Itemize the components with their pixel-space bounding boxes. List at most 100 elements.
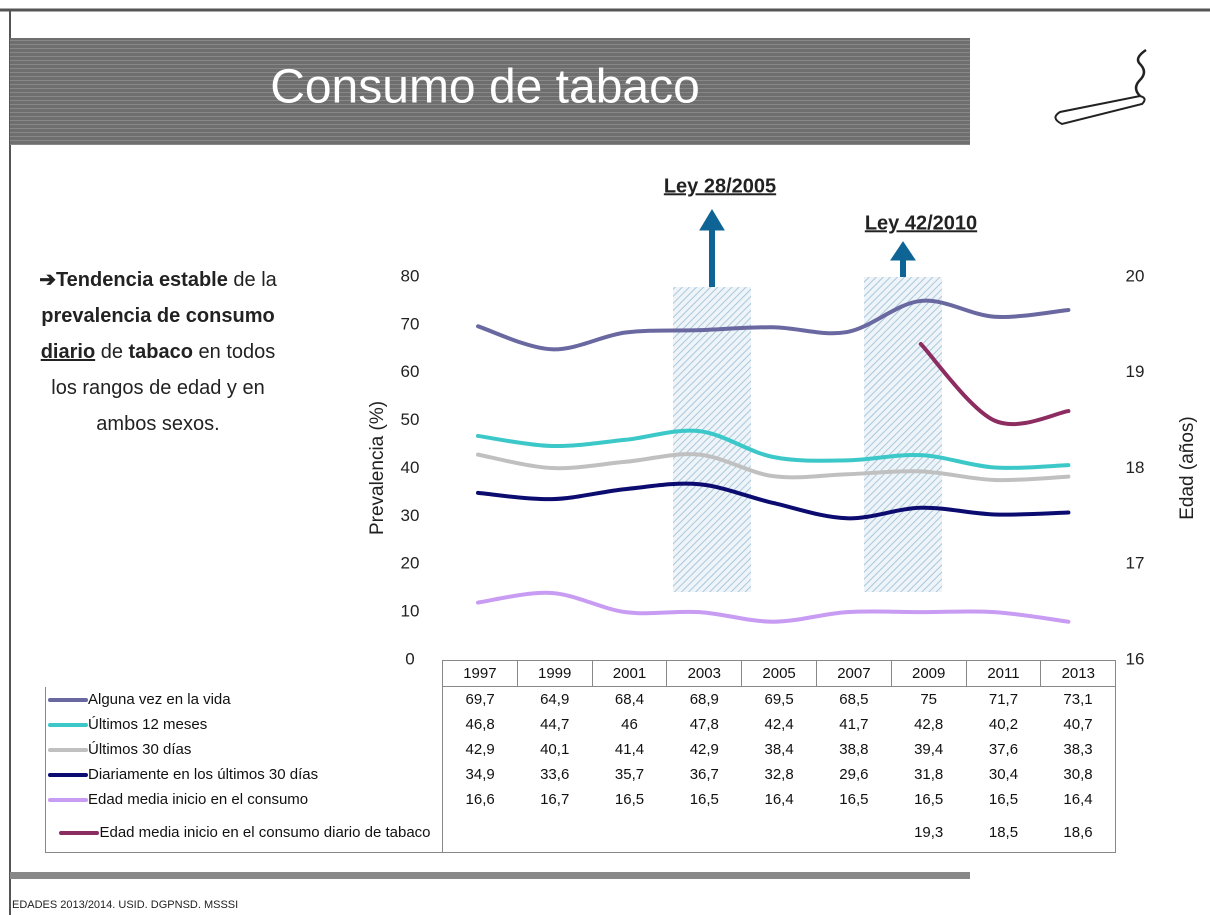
side-text-part: diario xyxy=(41,341,95,363)
y-tick-label: 60 xyxy=(401,362,420,381)
legend-entry: Edad media inicio en el consumo diario d… xyxy=(46,812,443,853)
table-cell: 16,7 xyxy=(517,787,592,812)
legend-entry: Diariamente en los últimos 30 días xyxy=(46,762,443,787)
y2-tick-label: 17 xyxy=(1126,554,1145,573)
series-line xyxy=(478,593,1068,622)
data-label: 44,7 xyxy=(540,716,569,733)
data-label: 69,5 xyxy=(764,691,793,708)
series-line xyxy=(478,301,1068,350)
footer-bar xyxy=(10,872,970,879)
legend-swatch xyxy=(48,723,88,727)
y2-tick-label: 16 xyxy=(1126,649,1145,668)
table-cell: 75 xyxy=(891,687,966,713)
data-label: 68,5 xyxy=(839,691,868,708)
table-cell: 64,9 xyxy=(517,687,592,713)
table-cell: 34,9 xyxy=(443,762,518,787)
data-label: 42,4 xyxy=(764,716,793,733)
legend-label: Últimos 12 meses xyxy=(88,716,207,733)
legend-entry: Últimos 30 días xyxy=(46,737,443,762)
data-label: 16,4 xyxy=(764,791,793,808)
table-cell xyxy=(816,812,891,853)
y2-axis-label: Edad (años) xyxy=(1177,416,1198,520)
table-row: Edad media inicio en el consumo diario d… xyxy=(46,812,1116,853)
y2-tick-label: 19 xyxy=(1126,362,1145,381)
data-label: 29,6 xyxy=(839,766,868,783)
y-tick-label: 30 xyxy=(401,506,420,525)
data-label: 42,8 xyxy=(914,716,943,733)
series-line xyxy=(478,431,1068,468)
table-cell: 30,8 xyxy=(1041,762,1116,787)
table-cell xyxy=(742,812,817,853)
data-label: 71,7 xyxy=(989,691,1018,708)
data-label: 16,5 xyxy=(690,791,719,808)
table-cell: 47,8 xyxy=(667,712,742,737)
legend-swatch xyxy=(48,698,88,702)
x-tick-label: 2013 xyxy=(1041,661,1116,687)
data-label: 68,9 xyxy=(690,691,719,708)
data-label: 30,8 xyxy=(1063,766,1092,783)
table-cell: 41,4 xyxy=(592,737,667,762)
table-cell: 38,8 xyxy=(816,737,891,762)
data-label: 30,4 xyxy=(989,766,1018,783)
table-row: Diariamente en los últimos 30 días34,933… xyxy=(46,762,1116,787)
data-label: 40,1 xyxy=(540,741,569,758)
x-tick-label: 2005 xyxy=(742,661,817,687)
table-cell xyxy=(592,812,667,853)
data-label: 16,7 xyxy=(540,791,569,808)
series-line xyxy=(478,484,1068,519)
x-tick-label: 2009 xyxy=(891,661,966,687)
legend-label: Alguna vez en la vida xyxy=(88,691,231,708)
data-label: 73,1 xyxy=(1063,691,1092,708)
side-text-part: ➔Tendencia xyxy=(39,269,159,291)
table-cell: 42,8 xyxy=(891,712,966,737)
y-tick-label: 40 xyxy=(401,458,420,477)
table-cell: 68,9 xyxy=(667,687,742,713)
side-text-part: estable xyxy=(159,269,228,291)
legend-entry: Alguna vez en la vida xyxy=(46,687,443,713)
source: EDADES 2013/2014. USID. DGPNSD. MSSSI xyxy=(12,899,238,911)
table-cell: 42,9 xyxy=(667,737,742,762)
slide: Consumo de tabaco Ley 28/2005 Ley 42/201… xyxy=(0,0,1210,915)
legend-label: Edad media inicio en el consumo xyxy=(88,791,308,808)
data-label: 35,7 xyxy=(615,766,644,783)
data-label: 75 xyxy=(920,691,937,708)
table-cell: 31,8 xyxy=(891,762,966,787)
y-tick-label: 70 xyxy=(401,314,420,333)
data-label: 38,3 xyxy=(1063,741,1092,758)
table-cell: 16,4 xyxy=(742,787,817,812)
empty-cell xyxy=(46,661,443,687)
legend-entry: Edad media inicio en el consumo xyxy=(46,787,443,812)
cigarette-icon xyxy=(1055,50,1146,124)
law-band xyxy=(673,287,751,592)
table-cell: 16,5 xyxy=(966,787,1041,812)
data-label: 18,6 xyxy=(1063,824,1092,841)
table-cell: 46,8 xyxy=(443,712,518,737)
y-axis-label: Prevalencia (%) xyxy=(367,401,388,535)
table-cell: 36,7 xyxy=(667,762,742,787)
data-label: 16,6 xyxy=(466,791,495,808)
data-label: 47,8 xyxy=(690,716,719,733)
data-label: 37,6 xyxy=(989,741,1018,758)
series-line xyxy=(921,344,1069,424)
data-label: 41,7 xyxy=(839,716,868,733)
table-cell: 41,7 xyxy=(816,712,891,737)
table-cell xyxy=(443,812,518,853)
table-cell: 18,5 xyxy=(966,812,1041,853)
legend-label: Edad media inicio en el consumo diario d… xyxy=(99,824,430,841)
side-text-part: de la xyxy=(228,269,277,291)
table-cell: 16,5 xyxy=(667,787,742,812)
table-row: Últimos 30 días42,940,141,442,938,438,83… xyxy=(46,737,1116,762)
table-cell xyxy=(667,812,742,853)
data-label: 40,7 xyxy=(1063,716,1092,733)
table-cell: 68,4 xyxy=(592,687,667,713)
table-cell: 40,7 xyxy=(1041,712,1116,737)
x-tick-label: 1999 xyxy=(517,661,592,687)
table-cell: 19,3 xyxy=(891,812,966,853)
annotation: Ley 28/2005 xyxy=(664,175,776,197)
data-label: 16,5 xyxy=(839,791,868,808)
side-text-part: de xyxy=(95,341,128,363)
table-cell: 35,7 xyxy=(592,762,667,787)
table-cell: 42,4 xyxy=(742,712,817,737)
